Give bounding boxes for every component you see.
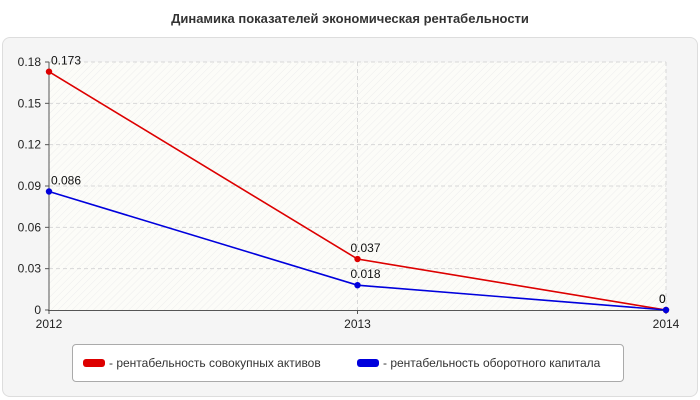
data-label: 0.086: [51, 174, 81, 188]
y-tick-label: 0.06: [18, 220, 42, 234]
x-axis-ticks: 2012 2013 2014: [36, 310, 680, 331]
y-tick-label: 0.03: [18, 262, 42, 276]
grid-lines: [49, 61, 667, 310]
data-label: 0: [659, 292, 666, 306]
legend-swatch-working-capital: [357, 358, 379, 367]
data-label: 0.018: [351, 267, 381, 281]
data-label: 0: [659, 292, 666, 306]
y-tick-label: 0.18: [18, 55, 42, 69]
y-axis-ticks: 0 0.03 0.06 0.09 0.12 0.15 0.18: [18, 55, 49, 317]
data-point: [354, 282, 361, 289]
data-label: 0.037: [351, 241, 381, 255]
series: [45, 68, 670, 314]
data-point: [354, 255, 361, 263]
data-point: [45, 68, 53, 75]
y-tick-label: 0.15: [18, 96, 42, 110]
y-tick-label: 0.12: [18, 138, 42, 152]
legend-swatch-assets: [83, 358, 105, 367]
legend-label-working-capital: - рентабельность оборотного капитала: [383, 356, 601, 370]
legend-label-assets: - рентабельность совокупных активов: [109, 356, 321, 370]
x-tick-label: 2013: [344, 317, 371, 331]
legend-item-assets[interactable]: - рентабельность совокупных активов: [83, 356, 321, 370]
y-tick-label: 0.09: [18, 179, 42, 193]
y-tick-label: 0: [34, 303, 41, 317]
chart-title: Динамика показателей экономическая рента…: [171, 11, 529, 26]
data-point: [662, 306, 670, 314]
legend-item-working-capital[interactable]: - рентабельность оборотного капитала: [357, 356, 600, 370]
x-tick-label: 2012: [36, 317, 63, 331]
data-point: [45, 188, 53, 195]
x-tick-label: 2014: [653, 317, 680, 331]
legend: - рентабельность совокупных активов - ре…: [72, 344, 624, 382]
data-label: 0.173: [51, 54, 81, 68]
